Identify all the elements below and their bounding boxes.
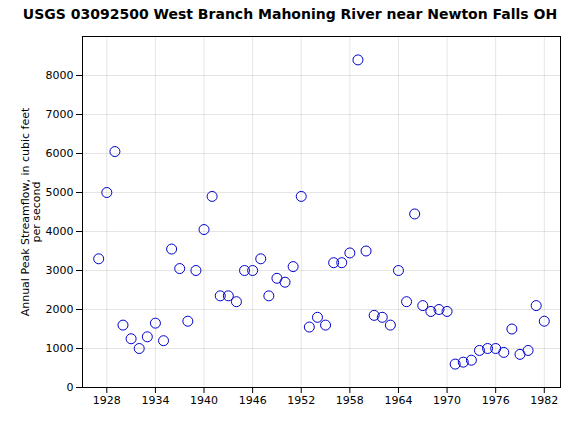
svg-text:1000: 1000 — [46, 342, 74, 355]
svg-text:Annual Peak Streamflow, in cub: Annual Peak Streamflow, in cubic feetper… — [19, 107, 43, 316]
svg-text:5000: 5000 — [46, 186, 74, 199]
svg-text:3000: 3000 — [46, 264, 74, 277]
svg-text:1946: 1946 — [239, 394, 267, 407]
svg-text:1940: 1940 — [190, 394, 218, 407]
svg-text:0: 0 — [67, 381, 74, 394]
svg-text:8000: 8000 — [46, 69, 74, 82]
svg-text:1970: 1970 — [433, 394, 461, 407]
svg-text:1952: 1952 — [287, 394, 315, 407]
svg-text:4000: 4000 — [46, 225, 74, 238]
svg-text:1976: 1976 — [482, 394, 510, 407]
svg-text:7000: 7000 — [46, 108, 74, 121]
svg-text:1982: 1982 — [530, 394, 558, 407]
svg-text:2000: 2000 — [46, 303, 74, 316]
svg-text:1934: 1934 — [141, 394, 169, 407]
svg-text:1928: 1928 — [93, 394, 121, 407]
svg-text:1958: 1958 — [336, 394, 364, 407]
svg-text:1964: 1964 — [384, 394, 412, 407]
svg-text:6000: 6000 — [46, 147, 74, 160]
html-text:USGS 03092500 West Branch Maho: USGS 03092500 West Branch Mahoning River… — [22, 6, 558, 22]
